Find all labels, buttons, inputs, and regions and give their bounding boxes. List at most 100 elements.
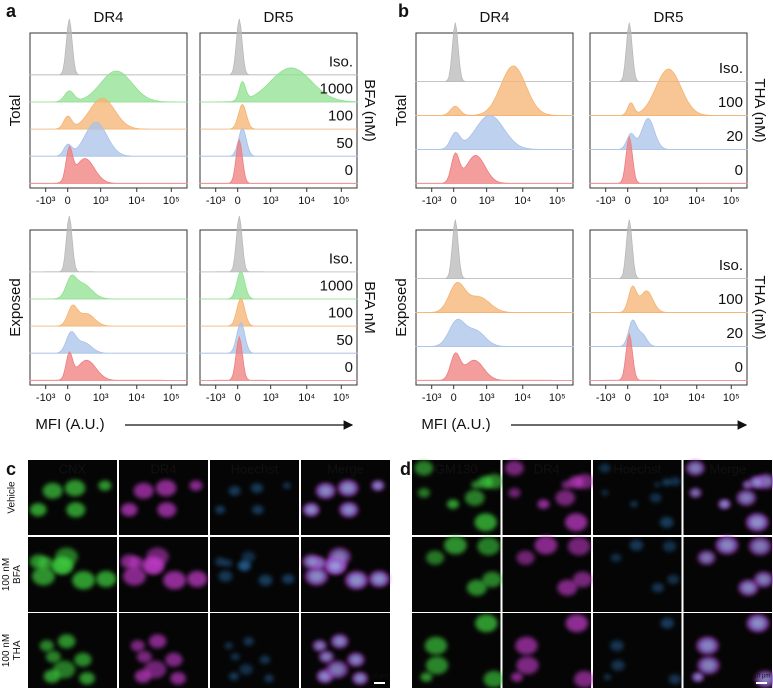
histogram xyxy=(415,352,574,381)
histogram xyxy=(199,138,358,184)
cell xyxy=(426,550,444,565)
x-tick-label: -10³ xyxy=(596,195,616,207)
level-label: 100 xyxy=(328,108,353,125)
micrograph: GM130 xyxy=(412,460,504,535)
x-tick-label: 10⁵ xyxy=(549,195,566,207)
histogram-box: -10³ 0 10³ 10⁴ 10⁵ xyxy=(29,18,188,207)
cell xyxy=(599,463,611,473)
level-label: 0 xyxy=(345,359,353,376)
cell xyxy=(534,536,558,555)
histogram xyxy=(200,103,357,130)
cell xyxy=(701,553,712,563)
cell xyxy=(148,634,167,649)
histogram xyxy=(589,219,748,280)
cell xyxy=(654,482,661,488)
cell xyxy=(243,637,254,646)
histogram-box: -10³ 0 10³ 10⁴ 10⁵ xyxy=(415,22,574,207)
cell xyxy=(515,636,538,655)
cell xyxy=(568,476,584,489)
x-tick-label: 10³ xyxy=(263,392,279,404)
micrograph: DR4 xyxy=(502,460,595,535)
cell xyxy=(321,653,331,661)
level-label: 100 xyxy=(328,305,353,322)
cell xyxy=(96,570,117,588)
cell xyxy=(130,640,145,652)
micrograph: 10 µm xyxy=(683,613,773,688)
column-title: DR5 xyxy=(263,9,293,26)
panel-letter: d xyxy=(400,459,411,479)
x-tick-label: -10³ xyxy=(206,392,226,404)
x-tick-label: 10⁵ xyxy=(333,392,350,404)
cell xyxy=(667,574,679,585)
cell xyxy=(630,501,638,508)
micrograph: Hoechst xyxy=(593,460,682,535)
cell xyxy=(319,486,332,496)
row-label: Total xyxy=(7,95,24,127)
cell xyxy=(343,505,355,515)
cell xyxy=(215,557,226,566)
level-label: 0 xyxy=(735,162,743,179)
cell xyxy=(661,478,672,487)
cell xyxy=(694,674,702,680)
x-tick-label: 10³ xyxy=(653,195,669,207)
histogram-box: -10³ 0 10³ 10⁴ 10⁵ xyxy=(415,219,574,404)
cell xyxy=(750,516,764,528)
panel-letter: b xyxy=(398,1,409,21)
histogram-box: -10³ 0 10³ 10⁴ 10⁵ xyxy=(29,216,188,404)
row-label: BFA xyxy=(12,565,23,584)
box-frame xyxy=(589,229,748,386)
cell xyxy=(700,640,715,652)
cell xyxy=(649,493,662,503)
micrograph xyxy=(593,537,682,612)
micrograph xyxy=(412,613,505,688)
micrograph xyxy=(683,536,773,612)
cell xyxy=(511,672,523,682)
level-label: Iso. xyxy=(719,60,743,77)
x-tick-label: 10³ xyxy=(93,392,109,404)
x-tick-label: 0 xyxy=(235,195,241,207)
cell xyxy=(330,664,344,675)
cell xyxy=(483,670,505,688)
histogram xyxy=(199,67,358,103)
cell xyxy=(744,482,751,488)
cell xyxy=(572,571,593,588)
cell xyxy=(224,642,233,650)
column-title: DR4 xyxy=(150,461,176,476)
column-title: DR4 xyxy=(93,9,123,26)
cell xyxy=(752,478,762,487)
histogram xyxy=(199,335,358,381)
micrograph-bg xyxy=(28,460,117,535)
cell xyxy=(417,487,431,498)
box-frame xyxy=(199,229,358,386)
level-label: 20 xyxy=(726,128,743,145)
cell xyxy=(567,537,591,556)
level-label: 50 xyxy=(336,332,353,349)
column-title: GM130 xyxy=(435,461,478,476)
cell xyxy=(228,486,241,496)
histogram xyxy=(415,281,574,313)
histogram-box: Iso. 100 20 0 -10³ 0 10³ 10⁴ 10⁵ xyxy=(589,22,748,207)
cell xyxy=(660,617,675,629)
cell xyxy=(669,476,681,486)
cell xyxy=(574,670,595,688)
x-tick-label: 10⁴ xyxy=(128,392,145,404)
cell xyxy=(689,463,701,473)
histogram xyxy=(415,114,574,150)
histogram xyxy=(29,274,188,300)
histogram xyxy=(200,297,357,327)
cell xyxy=(425,656,449,675)
cell xyxy=(474,513,497,532)
histogram xyxy=(199,216,358,273)
cell xyxy=(66,502,86,518)
cell xyxy=(98,480,112,491)
level-label: 1000 xyxy=(320,278,353,295)
histogram xyxy=(29,216,188,273)
level-label: 1000 xyxy=(320,81,353,98)
x-tick-label: 0 xyxy=(65,195,71,207)
cell xyxy=(64,479,86,497)
cell xyxy=(241,551,256,563)
x-tick-label: -10³ xyxy=(596,392,616,404)
row-label: Total xyxy=(393,95,410,127)
x-tick-label: 10⁵ xyxy=(549,392,566,404)
